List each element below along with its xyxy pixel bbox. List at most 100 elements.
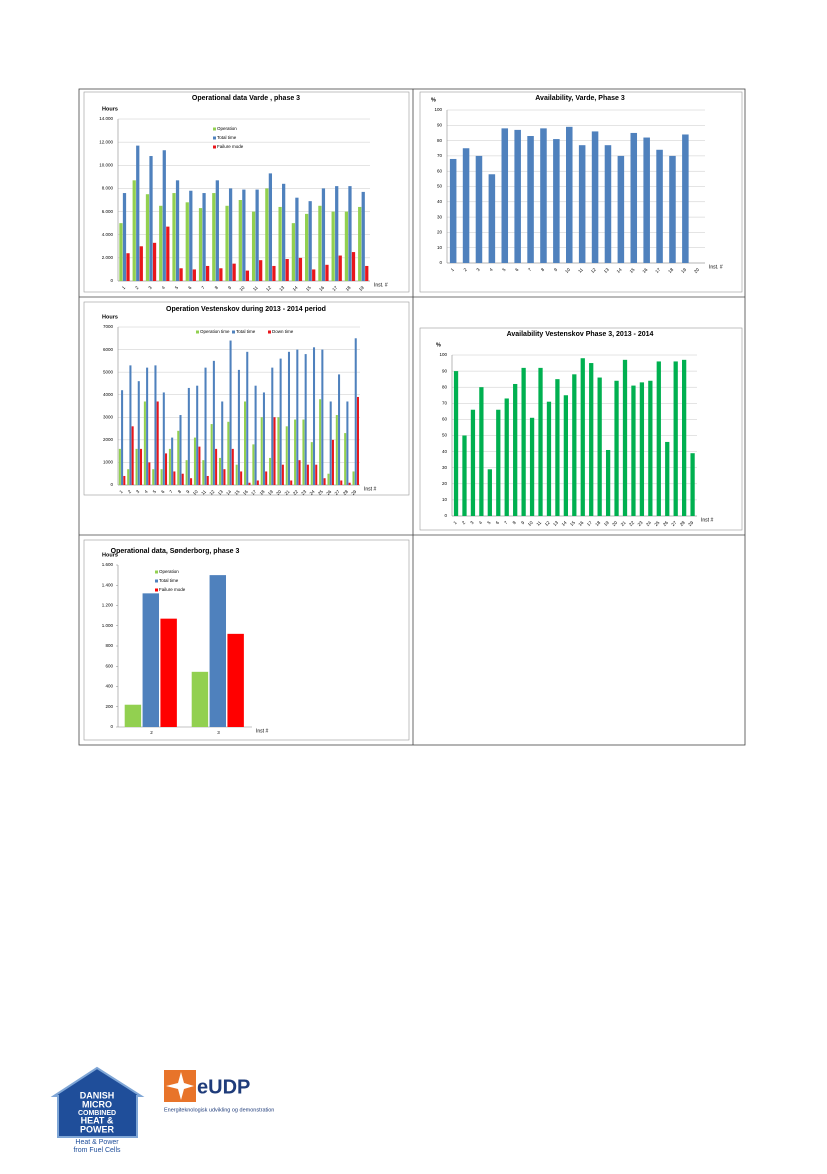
- bar: [630, 132, 638, 263]
- bar: [137, 381, 140, 485]
- bar: [475, 155, 483, 263]
- x-tick-label: 5: [152, 489, 158, 495]
- bar: [282, 183, 286, 281]
- y-tick-label: 6.000: [102, 209, 114, 214]
- bar: [139, 448, 143, 485]
- y-tick-label: 2.000: [102, 255, 114, 260]
- legend-label: Total time: [217, 135, 237, 140]
- logo-name: eUDP: [197, 1076, 250, 1098]
- bar: [622, 359, 628, 516]
- bar: [462, 435, 467, 516]
- y-tick-label: 1000: [103, 460, 114, 465]
- legend-swatch: [155, 570, 158, 574]
- x-tick-label: 10: [238, 285, 245, 292]
- bar: [181, 473, 184, 485]
- x-tick-label: 10: [564, 267, 571, 274]
- legend-label: Operation time: [200, 329, 230, 334]
- bar: [152, 469, 155, 485]
- bar: [296, 349, 299, 485]
- x-tick-label: 18: [345, 285, 352, 292]
- y-tick-label: 30: [442, 465, 448, 470]
- bar: [669, 155, 676, 263]
- bar: [255, 189, 259, 281]
- bar: [210, 424, 213, 485]
- x-tick-label: 20: [693, 267, 700, 274]
- x-tick-label: 24: [309, 489, 316, 496]
- y-tick-label: 600: [105, 663, 113, 668]
- bar: [191, 671, 209, 727]
- bar: [185, 202, 189, 281]
- bar: [146, 367, 149, 485]
- bar: [538, 367, 543, 516]
- bar: [449, 158, 457, 263]
- bar: [237, 369, 240, 485]
- y-axis-label: %: [431, 97, 436, 103]
- bar: [361, 191, 365, 281]
- bar: [271, 367, 274, 485]
- bar: [285, 426, 288, 485]
- bar: [479, 387, 484, 516]
- bar: [242, 189, 246, 281]
- x-tick-label: 24: [645, 520, 652, 527]
- bar: [122, 193, 127, 281]
- bar: [323, 478, 326, 485]
- bar: [127, 469, 130, 485]
- bar: [248, 482, 251, 485]
- bar: [306, 464, 309, 485]
- x-tick-label: 21: [620, 520, 627, 527]
- bar: [285, 259, 289, 281]
- bar: [189, 190, 193, 281]
- x-tick-label: 4: [478, 520, 484, 526]
- y-tick-label: 12.000: [99, 139, 113, 144]
- bar: [204, 367, 207, 485]
- x-tick-label: 27: [334, 489, 341, 496]
- logo-text: COMBINED: [78, 1110, 116, 1117]
- y-tick-label: 7000: [103, 324, 114, 329]
- bar: [639, 382, 645, 516]
- x-tick-label: 10: [527, 520, 534, 527]
- bar: [202, 460, 205, 485]
- bar: [321, 349, 324, 485]
- y-tick-label: 40: [442, 449, 448, 454]
- bar: [177, 430, 180, 485]
- bar: [335, 415, 338, 485]
- legend-swatch: [213, 136, 216, 140]
- x-tick-label: 7: [200, 285, 206, 291]
- bar: [690, 453, 695, 516]
- x-tick-label: 3: [475, 267, 481, 273]
- logo-tagline: from Fuel Cells: [73, 1147, 121, 1154]
- x-tick-label: 6: [514, 267, 520, 273]
- bar: [290, 480, 293, 485]
- bar: [179, 415, 182, 485]
- bar: [179, 268, 183, 281]
- y-tick-label: 1.000: [102, 623, 114, 628]
- x-tick-label: 17: [654, 267, 661, 274]
- x-axis-label: Inst #: [364, 486, 376, 492]
- x-tick-label: 16: [577, 520, 584, 527]
- bar: [265, 188, 269, 281]
- y-axis-label: Hours: [102, 106, 118, 112]
- y-tick-label: 5000: [103, 369, 114, 374]
- legend-swatch: [232, 330, 235, 334]
- x-tick-label: 19: [358, 285, 365, 292]
- bar: [252, 444, 255, 485]
- bar: [251, 211, 256, 281]
- bar: [604, 145, 612, 263]
- x-tick-label: 2: [127, 489, 133, 495]
- y-axis-label: Hours: [102, 552, 118, 558]
- bar: [132, 180, 136, 281]
- bar: [278, 206, 282, 281]
- bar: [129, 365, 132, 485]
- bar: [212, 360, 215, 485]
- x-tick-label: 9: [553, 267, 559, 273]
- bar: [291, 223, 296, 281]
- y-tick-label: 10: [442, 497, 448, 502]
- y-tick-label: 80: [437, 138, 443, 143]
- bar: [487, 469, 492, 516]
- y-tick-label: 10.000: [99, 162, 113, 167]
- bar: [614, 380, 619, 516]
- x-tick-label: 4: [161, 285, 167, 291]
- x-tick-label: 9: [185, 489, 191, 495]
- bar: [219, 268, 223, 281]
- bar: [221, 401, 224, 485]
